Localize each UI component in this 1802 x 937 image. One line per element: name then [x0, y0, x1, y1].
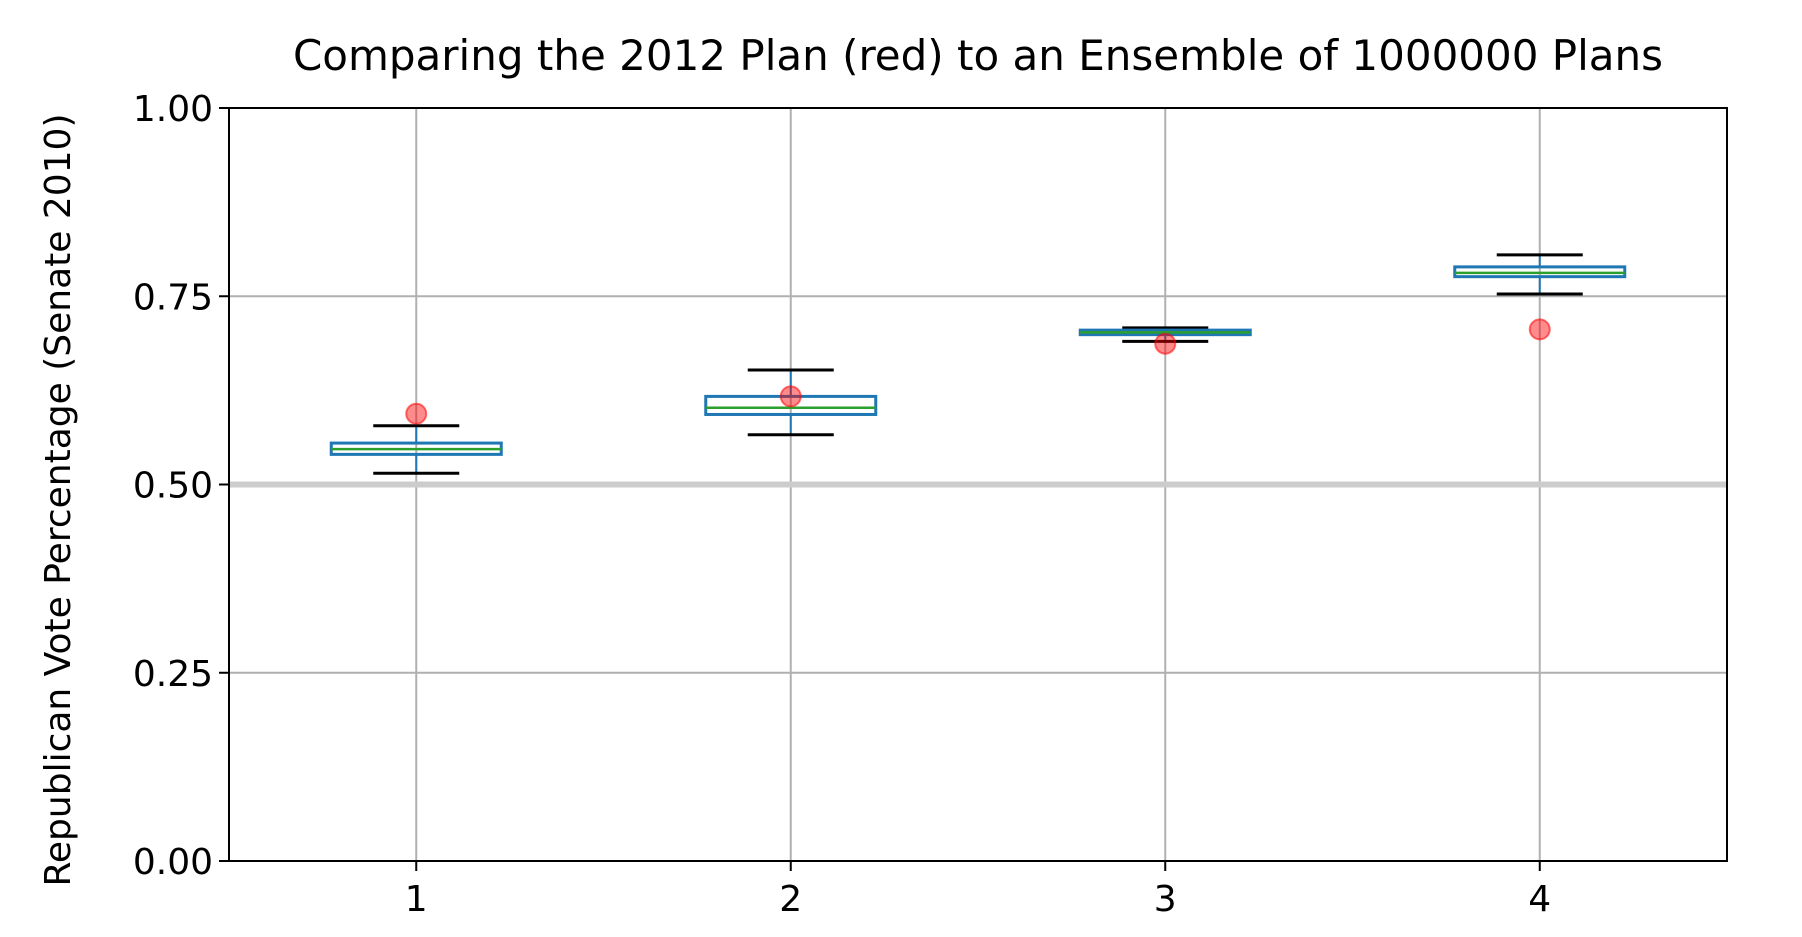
x-tick-label: 4 [1528, 879, 1551, 920]
plan-2012-marker [1528, 318, 1551, 341]
box-iqr [704, 394, 878, 416]
marker-layer [405, 318, 1551, 425]
y-tick-label: 0.25 [133, 654, 213, 695]
plan-2012-marker [779, 385, 802, 408]
x-tick-label: 2 [779, 879, 802, 920]
plan-2012-marker [1154, 332, 1177, 355]
y-tick-label: 1.00 [133, 89, 213, 130]
y-tick-label: 0.00 [133, 842, 213, 883]
y-tick-label: 0.50 [133, 466, 213, 507]
x-tick-label: 3 [1154, 879, 1177, 920]
box-layer [329, 253, 1627, 475]
tick-layer: 0.00 0.25 0.50 0.75 1.00 1 2 3 4 [133, 89, 1551, 920]
y-axis-label: Republican Vote Percentage (Senate 2010) [38, 114, 79, 887]
x-tick-label: 1 [405, 879, 428, 920]
chart-title: Comparing the 2012 Plan (red) to an Ense… [293, 31, 1663, 80]
plan-2012-marker [405, 402, 428, 425]
y-tick-label: 0.75 [133, 277, 213, 318]
